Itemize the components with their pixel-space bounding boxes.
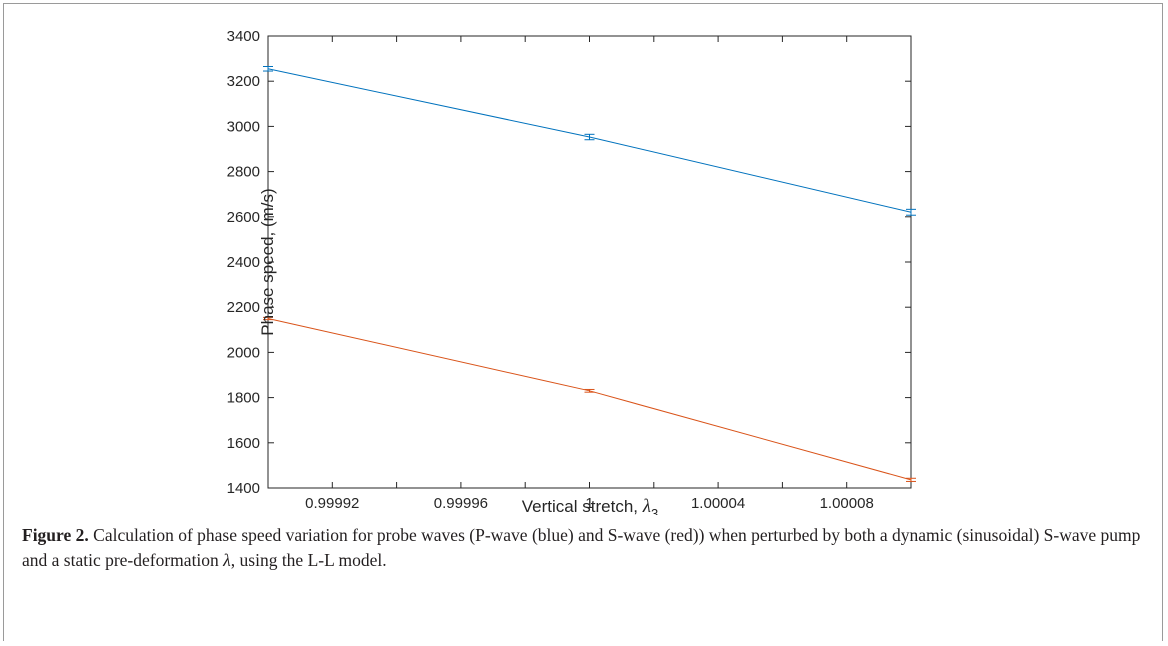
- y-tick-label: 2200: [227, 299, 260, 316]
- x-tick-label: 0.99992: [305, 495, 359, 512]
- figure-label: Figure 2.: [22, 525, 89, 545]
- lambda-symbol: λ: [223, 550, 231, 570]
- x-tick-label: 0.99996: [434, 495, 488, 512]
- y-axis-title: Phase speed, (m/s): [258, 188, 277, 335]
- y-tick-label: 1400: [227, 480, 260, 497]
- x-tick-label: 1: [585, 495, 593, 512]
- y-axis: 1400 1600 1800 2000 2200 2400 2600 2800 3000 3200…: [227, 28, 911, 497]
- caption-text-2: , using the L-L model.: [230, 550, 387, 570]
- y-tick-label: 3000: [227, 118, 260, 135]
- y-tick-label: 2000: [227, 344, 260, 361]
- x-axis-title: Vertical stretch, λ3: [522, 496, 658, 515]
- y-tick-label: 1600: [227, 435, 260, 452]
- caption-text-1: Calculation of phase speed variation for…: [22, 525, 1141, 570]
- y-tick-label: 2400: [227, 254, 260, 271]
- plot-area: [267, 35, 912, 489]
- y-tick-label: 3400: [227, 28, 260, 45]
- y-tick-label: 2800: [227, 164, 260, 181]
- figure-caption: Figure 2. Calculation of phase speed var…: [22, 523, 1142, 573]
- phase-speed-chart: 0.99992 0.99996 1 1.00004 1.00008 1400 1600 18…: [227, 28, 916, 515]
- x-tick-label: 1.00004: [691, 495, 745, 512]
- x-axis: 0.99992 0.99996 1 1.00004 1.00008: [267, 36, 912, 512]
- series-layer: [263, 66, 916, 482]
- figure-frame: [3, 3, 1163, 641]
- y-tick-label: 2600: [227, 209, 260, 226]
- x-tick-label: 1.00008: [820, 495, 874, 512]
- y-tick-label: 1800: [227, 390, 260, 407]
- y-tick-label: 3200: [227, 73, 260, 90]
